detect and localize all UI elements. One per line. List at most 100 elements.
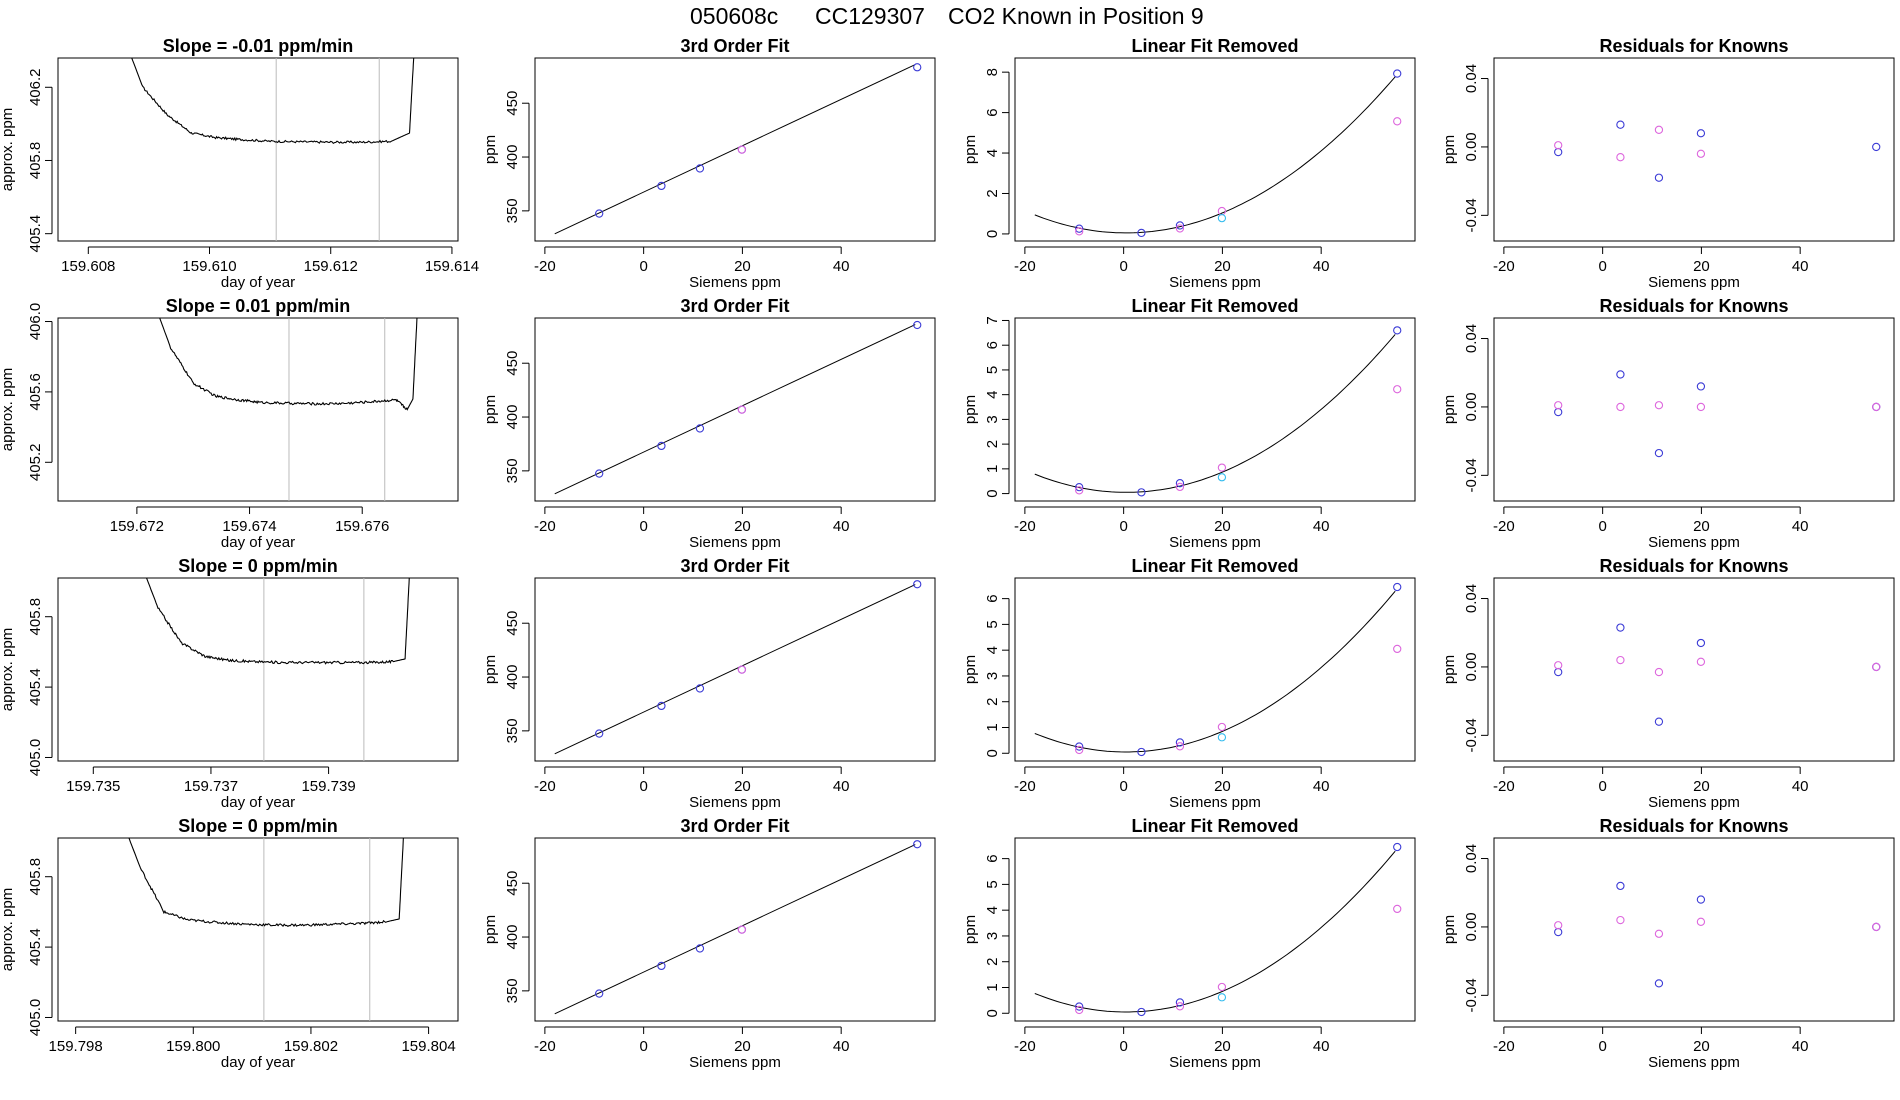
x-axis-label: day of year <box>221 534 295 551</box>
data-point-magenta <box>1554 401 1563 410</box>
data-point-magenta <box>1696 917 1706 926</box>
plot-area <box>145 578 410 761</box>
y-axis-label: approx. ppm <box>0 108 16 191</box>
data-point-b <box>1393 385 1402 394</box>
x-axis: -20 0 20 40 <box>1014 1026 1330 1055</box>
data-point-b <box>1217 722 1227 732</box>
y-tick-label: 400 <box>504 665 521 690</box>
x-tick-label: 159.674 <box>222 518 276 535</box>
x-tick-label: 40 <box>1792 518 1809 535</box>
y-tick-label: 7 <box>984 316 1001 324</box>
panel-r0-trace: Slope = -0.01 ppm/min 159.608 159.610 159.6… <box>0 36 479 291</box>
data-point-blue <box>1654 448 1664 458</box>
x-tick-label: 159.612 <box>304 258 358 275</box>
fit-line <box>554 324 916 495</box>
y-tick-label: -0.04 <box>1463 198 1480 232</box>
data-point-magenta <box>1654 667 1664 677</box>
data-point-b <box>1075 745 1084 755</box>
x-axis-label: Siemens ppm <box>1169 274 1261 291</box>
x-tick-label: 159.672 <box>110 518 164 535</box>
panel-title: 3rd Order Fit <box>680 36 789 56</box>
y-tick-label: 5 <box>984 620 1001 628</box>
plot-area <box>159 318 418 501</box>
y-tick-label: 0 <box>984 230 1001 238</box>
y-tick-label: 405.4 <box>27 668 44 706</box>
data-point-magenta <box>1616 915 1625 925</box>
y-axis-label: approx. ppm <box>0 368 16 451</box>
y-axis-label: ppm <box>962 655 979 684</box>
x-tick-label: 40 <box>833 778 850 795</box>
plot-frame <box>57 317 459 502</box>
plot-area <box>1034 69 1402 238</box>
x-tick-label: 40 <box>1313 518 1330 535</box>
panel-title: Slope = -0.01 ppm/min <box>163 36 354 56</box>
y-tick-label: 350 <box>504 458 521 483</box>
y-tick-label: 4 <box>984 906 1001 914</box>
y-tick-label: 4 <box>984 149 1001 157</box>
data-point-magenta <box>1872 402 1881 412</box>
x-axis: 159.608 159.610 159.612 159.614 <box>61 246 479 275</box>
panel-r3-fit: 3rd Order Fit -20 0 20 40 Siemens ppm 350 400 45… <box>482 816 936 1071</box>
y-tick-label: 6 <box>984 854 1001 862</box>
plot-frame <box>534 837 936 1022</box>
x-axis: -20 0 20 40 <box>1014 506 1330 535</box>
data-point-a <box>1075 483 1084 492</box>
y-tick-label: 405.4 <box>27 215 44 253</box>
figure-title-desc: CO2 Known in Position 9 <box>948 3 1204 29</box>
y-axis-label: approx. ppm <box>0 628 16 711</box>
panel-r2-lin: Linear Fit Removed -20 0 20 40 Siemens ppm 0 1 2… <box>962 556 1416 811</box>
x-tick-label: 40 <box>833 518 850 535</box>
y-axis-label: ppm <box>962 135 979 164</box>
x-axis-label: Siemens ppm <box>689 534 781 551</box>
y-tick-label: 6 <box>984 108 1001 116</box>
x-tick-label: 0 <box>1119 778 1127 795</box>
x-tick-label: 20 <box>1214 778 1231 795</box>
y-tick-label: 405.8 <box>27 598 44 636</box>
y-tick-label: 405.0 <box>27 999 44 1037</box>
panel-title: Linear Fit Removed <box>1131 556 1298 576</box>
x-axis: 159.735 159.737 159.739 <box>66 766 356 795</box>
data-point-blue <box>1654 717 1664 726</box>
data-point-c <box>1217 993 1227 1002</box>
panel-title: Residuals for Knowns <box>1599 556 1788 576</box>
x-axis-label: day of year <box>221 274 295 291</box>
y-axis: -0.04 0.00 0.04 <box>1463 584 1489 752</box>
x-tick-label: 0 <box>1598 778 1606 795</box>
x-tick-label: 20 <box>1693 778 1710 795</box>
y-tick-label: 4 <box>984 646 1001 654</box>
data-point-magenta <box>1654 401 1664 410</box>
y-axis-label: ppm <box>482 915 499 944</box>
plot-area <box>1554 881 1881 988</box>
x-tick-label: -20 <box>1493 778 1515 795</box>
plot-frame <box>534 57 936 242</box>
data-point-blue <box>1616 370 1625 379</box>
plot-area <box>1554 370 1881 458</box>
x-tick-label: 20 <box>1214 258 1231 275</box>
x-tick-label: 20 <box>1214 1038 1231 1055</box>
x-tick-label: -20 <box>534 258 556 275</box>
x-tick-label: -20 <box>1493 258 1515 275</box>
x-tick-label: -20 <box>1014 778 1036 795</box>
y-axis: 350 400 450 <box>504 91 530 223</box>
plot-frame <box>57 57 459 242</box>
data-point-b <box>1075 227 1084 236</box>
x-tick-label: 159.676 <box>335 518 389 535</box>
plot-area <box>1034 842 1402 1017</box>
y-axis: -0.04 0.00 0.04 <box>1463 64 1489 232</box>
data-point-a <box>1393 326 1402 335</box>
y-axis-label: approx. ppm <box>0 888 16 971</box>
panel-r2-fit: 3rd Order Fit -20 0 20 40 Siemens ppm 350 400 45… <box>482 556 936 811</box>
y-axis: 350 400 450 <box>504 351 530 483</box>
data-point-known <box>657 181 666 191</box>
x-tick-label: 40 <box>833 258 850 275</box>
plot-area <box>1554 623 1881 726</box>
data-point-b <box>1075 486 1084 495</box>
x-tick-label: 20 <box>1693 258 1710 275</box>
data-point-b <box>1175 224 1185 233</box>
y-tick-label: 0.04 <box>1463 844 1480 873</box>
plot-frame <box>1493 57 1895 242</box>
